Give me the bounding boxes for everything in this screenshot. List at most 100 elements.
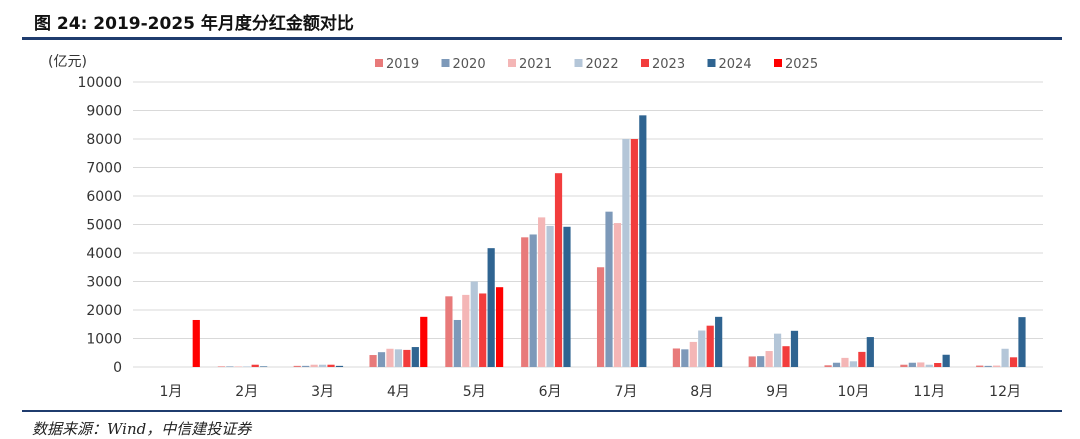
bar-2019-6月 [521,237,529,367]
bar-2022-5月 [470,281,478,367]
bar-2024-10月 [866,337,874,367]
bar-2023-10月 [858,351,866,367]
bar-2019-9月 [748,356,756,367]
bar-2020-11月 [908,362,916,367]
bar-2022-9月 [773,333,782,367]
bar-2021-2月 [234,366,242,367]
bar-2023-4月 [403,349,411,367]
bar-2024-6月 [563,226,571,367]
bar-2023-2月 [251,364,259,367]
bar-2021-3月 [310,364,318,367]
y-tick-label: 1000 [86,332,122,348]
bar-2023-5月 [479,293,487,367]
y-tick-label: 3000 [86,275,122,291]
legend-swatch-2025 [774,59,782,67]
bar-chart: 0 1000 2000 3000 4000 5000 6000 7000 8000 9000 100… [48,54,1043,400]
legend-label-2019: 2019 [386,57,419,72]
bar-2023-9月 [782,346,790,367]
bar-2024-11月 [942,354,950,367]
bar-2022-10月 [849,361,858,367]
bar-2019-4月 [369,355,377,367]
bar-2020-8月 [681,349,689,367]
x-tick-label: 3月 [311,384,334,400]
bar-2019-8月 [672,348,680,367]
bar-2022-3月 [318,364,327,367]
bar-2020-5月 [453,319,461,367]
bar-2019-11月 [900,364,908,367]
bar-2024-5月 [487,248,495,367]
bar-2020-9月 [757,356,765,367]
bar-2022-4月 [394,349,403,367]
legend-label-2020: 2020 [453,57,486,72]
bar-2022-8月 [698,330,706,367]
bar-2024-9月 [790,330,799,367]
bar-2024-3月 [335,365,344,367]
top-rule [22,37,1062,40]
y-tick-label: 7000 [86,161,122,177]
y-tick-label: 5000 [86,218,122,234]
y-tick-label: 9000 [86,104,122,120]
bar-2025-1月 [192,319,200,367]
bar-2023-11月 [934,363,942,367]
x-tick-label: 5月 [463,384,486,400]
bar-2021-5月 [462,294,470,367]
x-tick-labels: 1月 2月 3月 4月 5月 6月 7月 8月 9月 10月 11月 12月 [159,384,1021,400]
bars [192,115,1026,368]
y-tick-label: 0 [113,360,122,376]
y-tick-label: 10000 [77,75,122,91]
bar-2021-6月 [538,217,546,368]
bar-2019-12月 [976,365,984,367]
bar-2020-12月 [984,365,992,367]
legend-label-2024: 2024 [719,57,752,72]
x-tick-label: 6月 [539,384,562,400]
legend-swatch-2024 [707,59,716,67]
gridlines [133,81,1043,368]
x-tick-label: 1月 [159,384,182,400]
figure-title: 图 24: 2019-2025 年月度分红金额对比 [34,14,354,34]
bar-2023-8月 [706,325,714,367]
x-tick-label: 7月 [614,384,637,400]
bar-2022-11月 [925,364,933,367]
bar-2019-3月 [293,365,301,367]
bar-2023-6月 [554,173,563,367]
bar-2022-2月 [243,366,251,367]
bar-2022-7月 [622,139,630,367]
y-axis-label: (亿元) [48,54,87,70]
x-tick-label: 11月 [913,384,945,400]
y-tick-label: 6000 [86,189,122,205]
bar-2021-4月 [386,348,394,367]
bar-2021-10月 [841,357,849,367]
bar-2021-9月 [765,351,773,367]
y-tick-label: 2000 [86,303,122,319]
bar-2020-10月 [832,362,841,367]
y-tick-labels: 0 1000 2000 3000 4000 5000 6000 7000 8000 9000 100… [77,75,122,376]
bar-2025-4月 [420,316,428,367]
bar-2019-5月 [445,296,453,367]
legend-label-2021: 2021 [519,57,552,72]
bottom-rule [22,410,1062,412]
x-tick-label: 4月 [387,384,410,400]
bar-2019-7月 [596,267,605,367]
bar-2022-6月 [546,225,554,367]
legend-swatch-2022 [574,59,583,67]
bar-2020-7月 [605,211,613,367]
source-note: 数据来源：Wind，中信建投证券 [32,420,252,438]
bar-2021-12月 [993,365,1001,367]
y-tick-label: 8000 [86,132,122,148]
bar-2020-2月 [226,366,234,367]
legend-label-2023: 2023 [652,57,685,72]
bar-2024-2月 [260,366,268,367]
legend-swatch-2023 [641,59,649,67]
bar-2024-4月 [411,347,419,367]
bar-2020-3月 [302,365,310,367]
bar-2019-10月 [824,365,832,367]
bar-2024-12月 [1018,317,1026,368]
legend-label-2022: 2022 [586,57,619,72]
bar-2024-7月 [639,115,647,367]
bar-2022-12月 [1001,348,1009,367]
legend-swatch-2019 [375,59,383,67]
bar-2023-3月 [327,364,335,367]
bar-2021-11月 [917,362,925,367]
legend: 2019 2020 2021 2022 2023 2024 2025 [375,57,818,72]
x-tick-label: 10月 [838,384,870,400]
